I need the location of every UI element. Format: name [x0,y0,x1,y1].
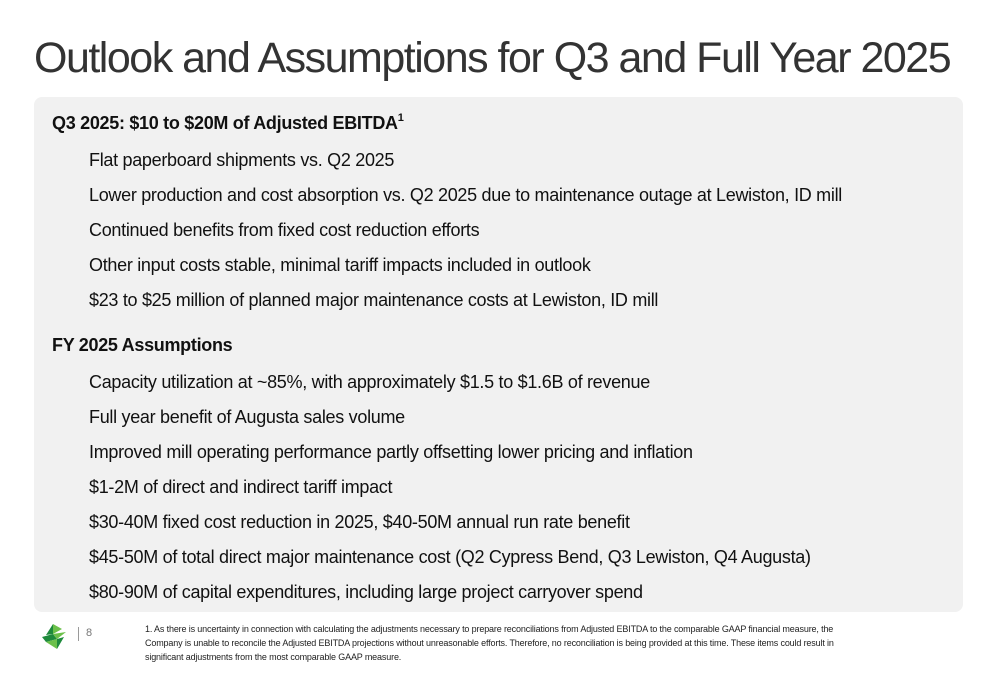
q3-outlook-heading: Q3 2025: $10 to $20M of Adjusted EBITDA1 [52,112,404,134]
q3-heading-text: Q3 2025: $10 to $20M of Adjusted EBITDA [52,113,398,133]
page-number: 8 [86,627,93,639]
footnote-marker: 1 [397,112,404,124]
list-item: Continued benefits from fixed cost reduc… [89,220,480,240]
list-item: Lower production and cost absorption vs.… [89,185,842,205]
list-item: Flat paperboard shipments vs. Q2 2025 [89,150,395,170]
list-item: $1-2M of direct and indirect tariff impa… [89,477,393,497]
fy-assumptions-heading: FY 2025 Assumptions [52,335,233,355]
content-panel: Q3 2025: $10 to $20M of Adjusted EBITDA1… [34,97,963,612]
logo-graphic [42,624,66,649]
list-item: $45-50M of total direct major maintenanc… [89,547,811,567]
fy-bullet-list: Capacity utilization at ~85%, with appro… [89,370,811,615]
page-title: Outlook and Assumptions for Q3 and Full … [34,34,952,82]
footer-divider [78,627,79,641]
q3-bullet-list: Flat paperboard shipments vs. Q2 2025 Lo… [89,148,842,323]
list-item: $30-40M fixed cost reduction in 2025, $4… [89,512,630,532]
list-item: Improved mill operating performance part… [89,442,693,462]
list-item: Capacity utilization at ~85%, with appro… [89,372,650,392]
list-item: $80-90M of capital expenditures, includi… [89,582,643,602]
footnote: 1. As there is uncertainty in connection… [145,624,834,662]
company-logo-icon [40,620,70,652]
list-item: Other input costs stable, minimal tariff… [89,255,591,275]
list-item: Full year benefit of Augusta sales volum… [89,407,405,427]
list-item: $23 to $25 million of planned major main… [89,290,659,310]
